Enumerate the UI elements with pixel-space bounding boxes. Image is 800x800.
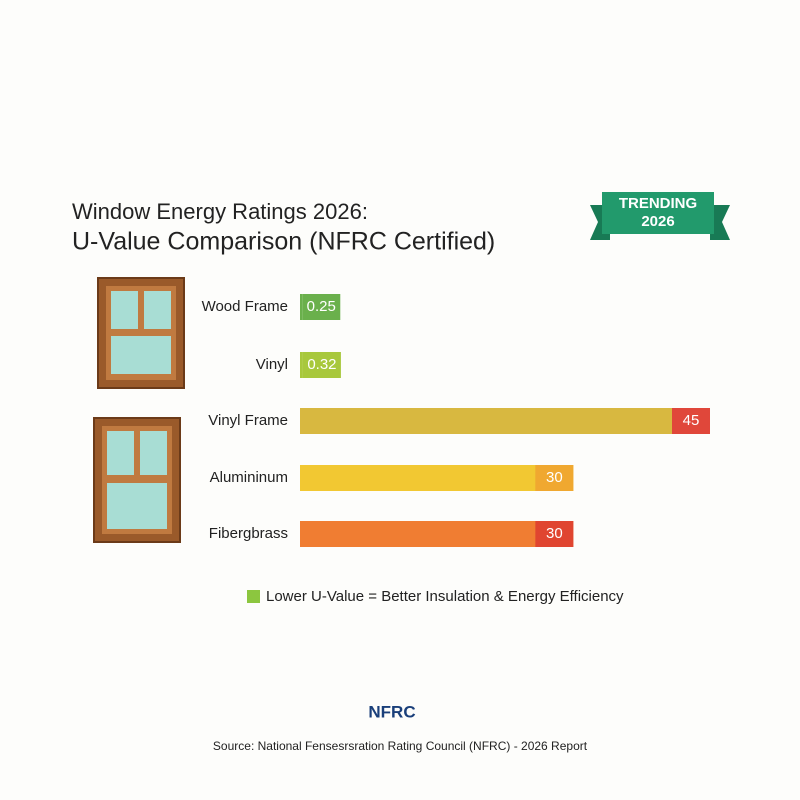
window-icon bbox=[93, 417, 181, 543]
chart-subtitle: U-Value Comparison (NFRC Certified) bbox=[72, 228, 495, 256]
value-label: 30 bbox=[546, 469, 563, 486]
logo: NFRC bbox=[368, 702, 415, 721]
value-label-box bbox=[302, 294, 341, 320]
value-label: 30 bbox=[546, 525, 563, 542]
bar bbox=[300, 294, 303, 320]
category-label: Alumininum bbox=[210, 469, 288, 486]
value-label: 0.32 bbox=[307, 356, 336, 373]
badge-ribbon bbox=[710, 205, 730, 240]
bar bbox=[300, 408, 710, 434]
value-label-box bbox=[535, 521, 574, 547]
bar bbox=[300, 465, 574, 491]
window-icon bbox=[97, 277, 185, 389]
badge-text: 2026 bbox=[641, 213, 674, 230]
category-label: Wood Frame bbox=[202, 298, 288, 315]
value-label: 0.25 bbox=[307, 298, 336, 315]
category-label: Vinyl bbox=[256, 356, 288, 373]
badge-box bbox=[602, 192, 714, 234]
legend-label: Lower U-Value = Better Insulation & Ener… bbox=[266, 588, 624, 605]
badge-text: TRENDING bbox=[619, 195, 697, 212]
value-label-box bbox=[535, 465, 574, 491]
category-label: Fibergbrass bbox=[209, 525, 288, 542]
badge: TRENDING 2026 bbox=[590, 192, 730, 240]
value-label-box bbox=[672, 408, 710, 434]
bar bbox=[300, 352, 303, 378]
value-label-box bbox=[302, 352, 341, 378]
value-label: 45 bbox=[683, 412, 700, 429]
chart-title: Window Energy Ratings 2026: bbox=[72, 199, 368, 224]
legend-swatch bbox=[247, 590, 260, 603]
source: Source: National Fensesrsration Rating C… bbox=[213, 739, 588, 753]
category-label: Vinyl Frame bbox=[208, 412, 288, 429]
bar bbox=[300, 521, 574, 547]
